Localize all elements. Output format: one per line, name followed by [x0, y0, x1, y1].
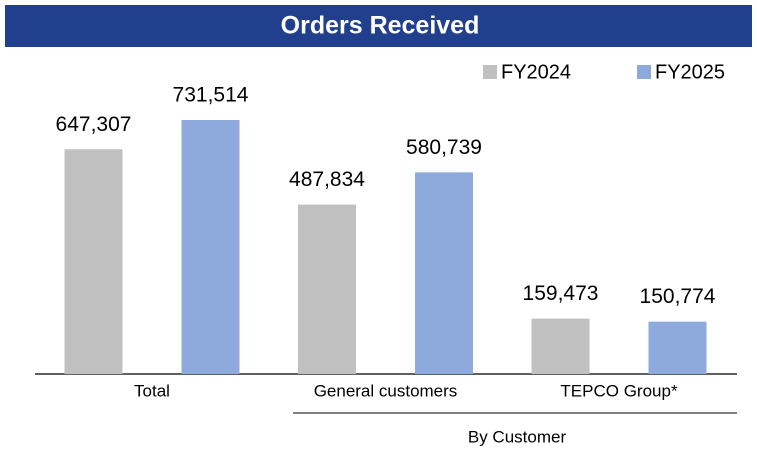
bar [64, 149, 123, 374]
bar [415, 172, 473, 374]
bar [648, 321, 707, 374]
data-label: 150,774 [640, 285, 716, 308]
data-label: 731,514 [173, 84, 249, 107]
legend-swatch [483, 65, 497, 79]
data-label: 580,739 [406, 136, 482, 159]
title-banner [5, 5, 752, 47]
x-tick-label: General customers [314, 381, 458, 400]
chart-title: Orders Received [281, 12, 480, 40]
x-tick-label: Total [134, 381, 170, 400]
data-label: 159,473 [523, 282, 599, 305]
bar [531, 318, 590, 374]
legend-swatch [637, 65, 651, 79]
data-label: 647,307 [56, 113, 132, 136]
group-label: By Customer [468, 427, 567, 446]
legend-label: FY2025 [655, 61, 725, 83]
x-tick-label: TEPCO Group* [560, 381, 678, 400]
legend-label: FY2024 [501, 61, 571, 83]
data-label: 487,834 [289, 168, 365, 191]
bar [298, 204, 356, 374]
bar [181, 120, 240, 374]
